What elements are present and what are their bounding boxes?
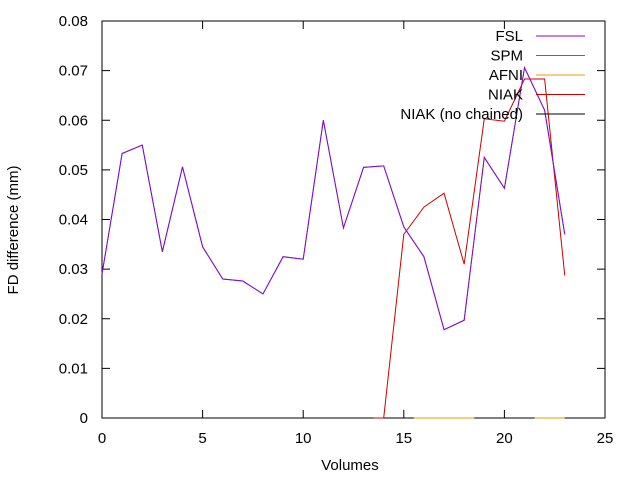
x-tick-label: 0 xyxy=(98,430,106,447)
y-tick-label: 0.08 xyxy=(59,13,88,30)
y-tick-label: 0.01 xyxy=(59,360,88,377)
legend-label-afni: AFNI xyxy=(489,67,523,84)
legend-label-fsl: FSL xyxy=(495,28,523,45)
y-tick-label: 0.02 xyxy=(59,311,88,328)
series-lines xyxy=(101,65,566,419)
legend: FSL SPM AFNI NIAK NIAK (no chained) xyxy=(400,28,585,123)
x-tick-label: 25 xyxy=(597,430,614,447)
y-tick-label: 0.06 xyxy=(59,112,88,129)
x-tick-label: 5 xyxy=(198,430,206,447)
legend-label-niak-no-chained: NIAK (no chained) xyxy=(400,106,523,123)
y-tick-label: 0.03 xyxy=(59,261,88,278)
x-tick-label: 15 xyxy=(395,430,412,447)
y-tick-label: 0.05 xyxy=(59,162,88,179)
x-tick-label: 10 xyxy=(295,430,312,447)
legend-label-spm: SPM xyxy=(490,48,523,65)
y-tick-label: 0.04 xyxy=(59,212,88,229)
y-tick-label: 0 xyxy=(80,410,88,427)
series-line-niak xyxy=(373,78,566,419)
y-tick-label: 0.07 xyxy=(59,63,88,80)
y-axis-title: FD difference (mm) xyxy=(5,166,22,295)
legend-label-niak: NIAK xyxy=(488,87,523,104)
x-axis-title: Volumes xyxy=(321,457,379,474)
series-line-fsl xyxy=(101,65,566,331)
axes: 0 5 10 15 20 25 0 0.01 0.02 0.03 0.04 0.05 0.06 0.07 0… xyxy=(59,13,614,447)
x-tick-label: 20 xyxy=(496,430,513,447)
